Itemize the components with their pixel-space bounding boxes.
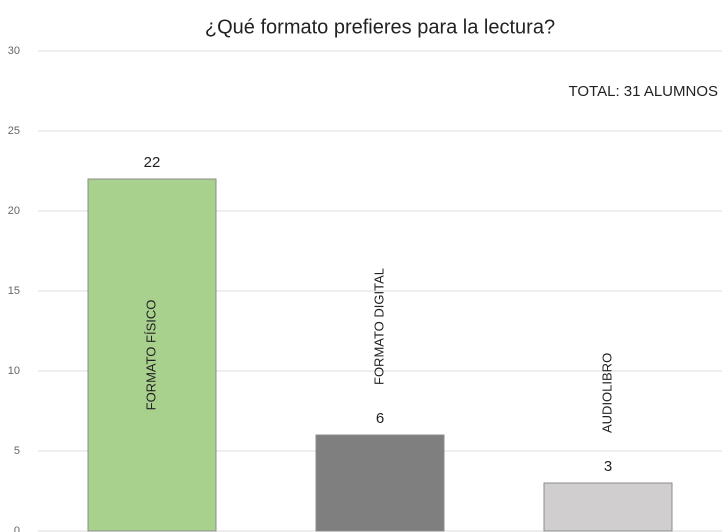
- y-tick-label: 30: [8, 45, 20, 57]
- y-tick-label: 5: [14, 445, 20, 457]
- bar: [87, 178, 217, 532]
- category-label: FORMATO FÍSICO: [143, 300, 158, 411]
- annotation: TOTAL: 31 ALUMNOS: [569, 83, 719, 100]
- y-tick-label: 20: [8, 205, 20, 217]
- category-label: AUDIOLIBRO: [599, 353, 614, 433]
- y-tick-label: 0: [14, 525, 20, 532]
- data-label: 22: [144, 154, 161, 171]
- data-label: 3: [604, 458, 612, 475]
- y-tick-label: 25: [8, 125, 20, 137]
- chart-title: ¿Qué formato prefieres para la lectura?: [205, 16, 555, 38]
- data-label: 6: [376, 410, 384, 427]
- category-label: FORMATO DIGITAL: [371, 268, 386, 385]
- bar: [543, 482, 673, 532]
- y-tick-label: 10: [8, 365, 20, 377]
- bar: [315, 434, 445, 532]
- y-tick-label: 15: [8, 285, 20, 297]
